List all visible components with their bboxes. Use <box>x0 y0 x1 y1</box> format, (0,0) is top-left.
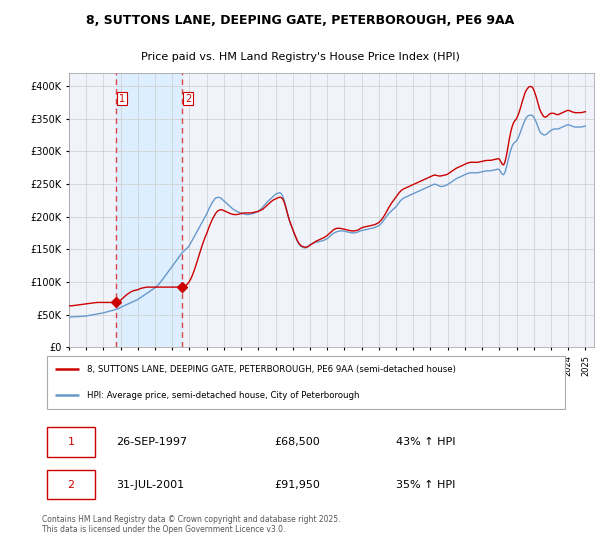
Text: Price paid vs. HM Land Registry's House Price Index (HPI): Price paid vs. HM Land Registry's House … <box>140 52 460 62</box>
Text: 31-JUL-2001: 31-JUL-2001 <box>116 480 184 489</box>
Text: 26-SEP-1997: 26-SEP-1997 <box>116 437 187 447</box>
Bar <box>47 427 95 457</box>
Text: 2: 2 <box>67 480 74 489</box>
Text: Contains HM Land Registry data © Crown copyright and database right 2025.
This d: Contains HM Land Registry data © Crown c… <box>42 515 341 534</box>
Text: 1: 1 <box>68 437 74 447</box>
Text: 2: 2 <box>185 94 191 104</box>
Text: 8, SUTTONS LANE, DEEPING GATE, PETERBOROUGH, PE6 9AA (semi-detached house): 8, SUTTONS LANE, DEEPING GATE, PETERBORO… <box>87 365 456 374</box>
Text: 35% ↑ HPI: 35% ↑ HPI <box>396 480 455 489</box>
Text: HPI: Average price, semi-detached house, City of Peterborough: HPI: Average price, semi-detached house,… <box>87 391 359 400</box>
Text: £68,500: £68,500 <box>274 437 320 447</box>
Text: 1: 1 <box>119 94 125 104</box>
Text: 8, SUTTONS LANE, DEEPING GATE, PETERBOROUGH, PE6 9AA: 8, SUTTONS LANE, DEEPING GATE, PETERBORO… <box>86 14 514 27</box>
Bar <box>47 470 95 500</box>
Text: £91,950: £91,950 <box>274 480 320 489</box>
Text: 43% ↑ HPI: 43% ↑ HPI <box>396 437 455 447</box>
Bar <box>116 73 182 347</box>
